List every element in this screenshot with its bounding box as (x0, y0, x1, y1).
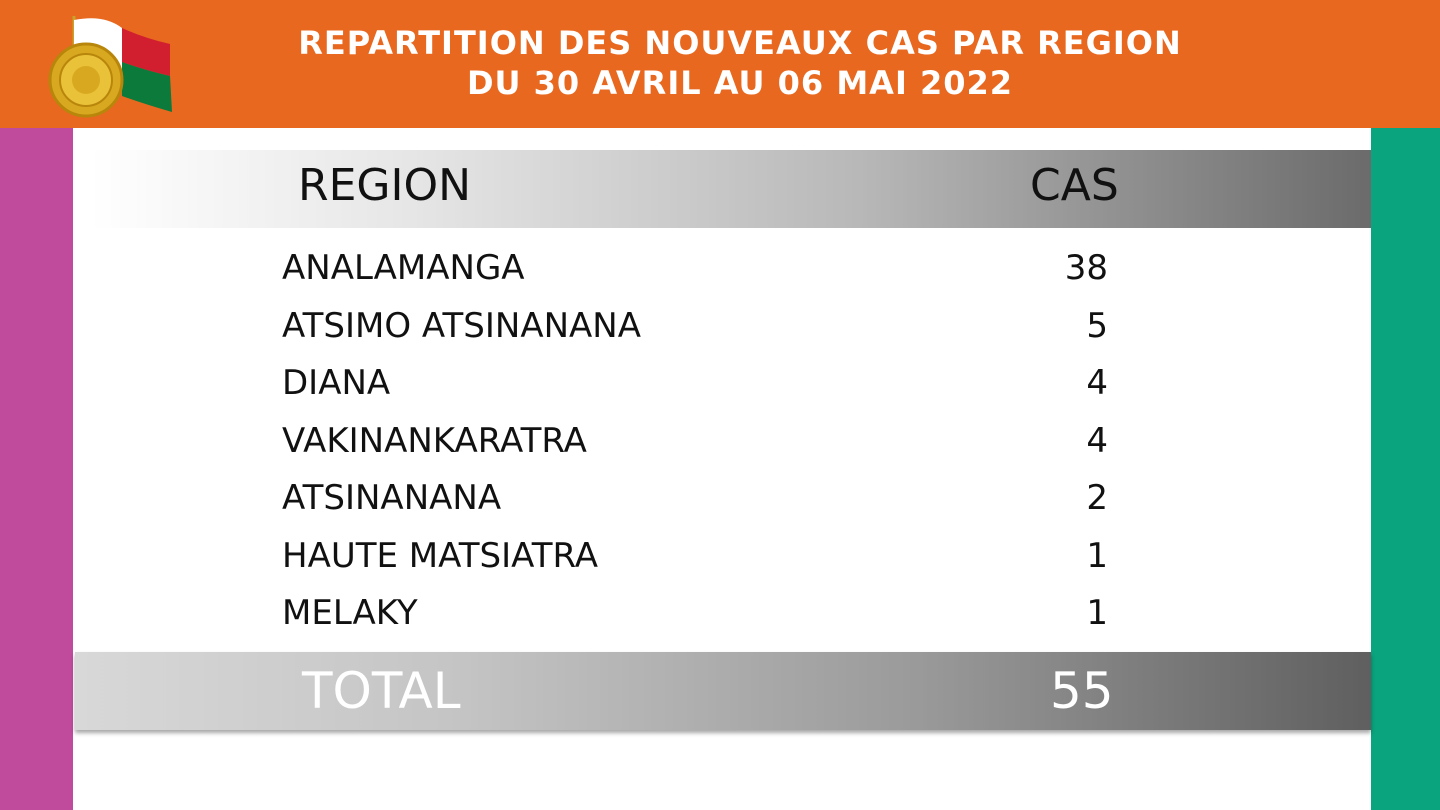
cases-value-haute-matsiatra: 1 (1086, 536, 1108, 576)
cases-value-atsinanana: 2 (1086, 478, 1108, 518)
header-banner (0, 0, 1440, 128)
region-name-analamanga: ANALAMANGA (282, 248, 525, 288)
madagascar-seal-flag-icon (48, 16, 172, 118)
cases-value-atsimo-atsinanana: 5 (1086, 306, 1108, 346)
cases-value-melaky: 1 (1086, 593, 1108, 633)
column-header-cas: CAS (1030, 160, 1119, 211)
page-title-line-1: REPARTITION DES NOUVEAUX CAS PAR REGION (298, 24, 1182, 62)
right-color-bar (1371, 128, 1440, 810)
table-header-band (90, 150, 1371, 228)
cases-value-analamanga: 38 (1064, 248, 1108, 288)
total-band (75, 652, 1371, 730)
region-name-atsimo-atsinanana: ATSIMO ATSINANANA (282, 306, 641, 346)
cases-value-vakinankaratra: 4 (1086, 421, 1108, 461)
region-name-atsinanana: ATSINANANA (282, 478, 502, 518)
region-name-haute-matsiatra: HAUTE MATSIATRA (282, 536, 598, 576)
page-title-line-2: DU 30 AVRIL AU 06 MAI 2022 (466, 64, 1014, 102)
total-value: 55 (1050, 662, 1114, 720)
total-label: TOTAL (302, 662, 461, 720)
region-name-vakinankaratra: VAKINANKARATRA (282, 421, 587, 461)
column-header-region: REGION (298, 160, 471, 211)
cases-value-diana: 4 (1086, 363, 1108, 403)
region-name-melaky: MELAKY (282, 593, 418, 633)
left-color-bar (0, 128, 73, 810)
region-name-diana: DIANA (282, 363, 391, 403)
